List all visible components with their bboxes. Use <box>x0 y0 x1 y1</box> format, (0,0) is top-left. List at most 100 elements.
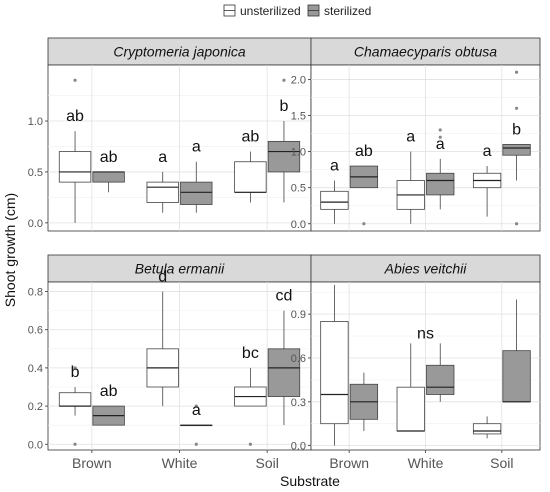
box-sterilized <box>502 350 531 403</box>
outlier-point <box>194 442 198 446</box>
x-tick-label: White <box>408 455 444 471</box>
outlier-point <box>438 135 442 139</box>
box-group-brown <box>320 284 379 446</box>
y-tick-label: 0.0 <box>291 441 306 453</box>
significance-letter: a <box>483 143 492 160</box>
y-tick-label: 0.6 <box>291 353 306 365</box>
box-unsterilized <box>396 386 425 432</box>
y-tick-label: 0.2 <box>28 401 43 413</box>
outlier-point <box>514 70 519 74</box>
outlier-point <box>194 404 198 408</box>
x-tick-label: Soil <box>490 455 513 471</box>
significance-letter: a <box>158 149 167 166</box>
y-tick-label: 0.0 <box>28 439 43 451</box>
significance-letter: d <box>158 269 167 286</box>
box-unsterilized <box>472 423 502 435</box>
y-tick-label: 0.0 <box>28 218 43 230</box>
x-axis-title: Substrate <box>280 473 340 489</box>
significance-letter: ab <box>66 108 84 125</box>
box-unsterilized <box>234 161 267 193</box>
y-tick-label: 2.0 <box>291 74 306 86</box>
panel-2: Betula ermanii0.00.20.40.60.8babdabccdBr… <box>28 254 312 471</box>
significance-letter: a <box>192 139 201 156</box>
outlier-point <box>248 442 252 446</box>
y-tick-label: 1.0 <box>291 147 306 159</box>
box-sterilized <box>267 140 301 173</box>
significance-letter: ab <box>355 143 373 160</box>
significance-letter: ab <box>241 129 259 146</box>
box-group-soil: ab b <box>234 78 301 203</box>
x-tick-label: White <box>162 455 198 471</box>
panel-title: Abies veitchii <box>384 261 468 277</box>
panel-title: Cryptomeria japonica <box>113 44 245 60</box>
significance-letter: ab <box>100 149 118 166</box>
box-unsterilized <box>320 321 349 425</box>
box-group-white: da <box>146 269 213 446</box>
y-axis-title: Shoot growth (cm) <box>2 193 18 307</box>
box-sterilized <box>180 181 213 205</box>
panel-title: Chamaecyparis obtusa <box>354 44 497 60</box>
box-group-soil <box>472 299 531 439</box>
y-tick-label: 1.5 <box>291 111 306 123</box>
significance-letter: b <box>512 121 521 138</box>
legend-label-unsterilized: unsterilized <box>240 4 301 18</box>
box-group-brown: b ab <box>58 364 125 446</box>
box-sterilized <box>267 348 301 397</box>
box-sterilized <box>92 171 125 183</box>
y-tick-label: 0.0 <box>291 219 306 231</box>
y-tick-label: 0.4 <box>28 363 43 375</box>
outlier-point <box>514 222 519 226</box>
outlier-point <box>362 222 366 226</box>
outlier-point <box>73 366 77 370</box>
panel-strip <box>47 37 312 66</box>
significance-letter: ab <box>100 383 118 400</box>
outlier-point <box>438 128 442 132</box>
box-unsterilized <box>320 190 349 210</box>
box-group-brown: ab ab <box>58 78 125 223</box>
significance-letter: b <box>279 98 288 115</box>
box-group-brown: aab <box>320 143 379 226</box>
y-tick-label: 1.0 <box>28 116 43 128</box>
y-tick-label: 0.6 <box>28 325 43 337</box>
box-group-white <box>396 343 455 432</box>
panel-title: Betula ermanii <box>135 261 225 277</box>
y-tick-label: 0.3 <box>291 397 306 409</box>
legend-label-sterilized: sterilized <box>324 4 371 18</box>
significance-letter: bc <box>242 345 259 362</box>
significance-letter: a <box>192 402 201 419</box>
legend: unsterilized sterilized <box>223 4 371 18</box>
x-tick-label: Brown <box>72 455 112 471</box>
significance-letter: a <box>330 157 339 174</box>
x-tick-label: Brown <box>329 455 369 471</box>
x-tick-label: Soil <box>255 455 278 471</box>
box-sterilized <box>426 172 455 196</box>
outlier-point <box>73 442 77 446</box>
significance-letter: cd <box>275 288 292 305</box>
y-tick-label: 0.8 <box>28 287 43 299</box>
box-unsterilized <box>146 181 179 203</box>
box-unsterilized <box>58 151 92 183</box>
outlier-point <box>514 106 519 110</box>
box-unsterilized <box>58 392 92 407</box>
y-tick-label: 0.5 <box>291 183 306 195</box>
box-group-white: aa <box>146 139 213 213</box>
panel-strip <box>310 37 541 66</box>
box-sterilized <box>502 143 531 156</box>
outlier-point <box>282 78 286 82</box>
significance-annotation: ns <box>417 326 434 343</box>
box-group-soil: ab <box>472 70 531 226</box>
significance-letter: b <box>71 364 80 381</box>
y-tick-label: 0.9 <box>291 309 306 321</box>
significance-letter: a <box>406 129 415 146</box>
y-tick-label: 0.5 <box>28 167 43 179</box>
outlier-point <box>73 78 77 82</box>
significance-letter: a <box>436 136 445 153</box>
box-sterilized <box>426 364 455 395</box>
panel-3: Abies veitchii 0.0 0.3 0.6 0.9 ns Brown White So… <box>291 254 541 471</box>
box-group-soil: bc cd <box>234 288 301 446</box>
